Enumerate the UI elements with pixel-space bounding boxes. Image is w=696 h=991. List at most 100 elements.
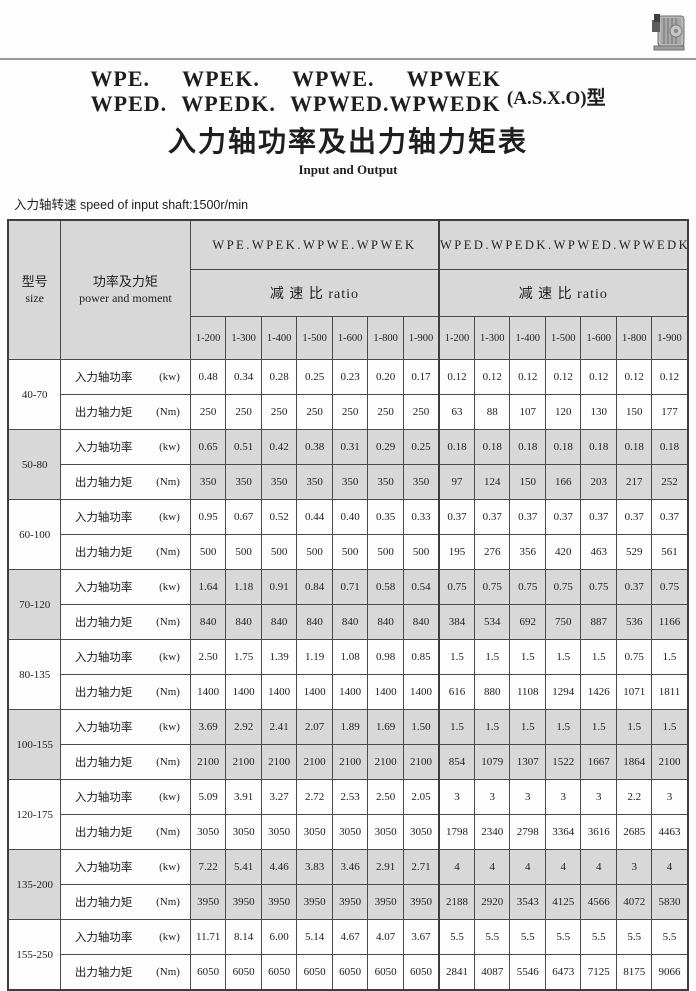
torque-value-cell: 561: [651, 534, 689, 570]
power-value-cell: 1.5: [473, 709, 511, 745]
group-header-double: WPED.WPEDK.WPWED.WPWEDK: [437, 219, 689, 270]
row-label-input-power-unit: (kw): [159, 931, 180, 943]
torque-value-cell: 3050: [225, 814, 262, 850]
torque-value-cell: 6050: [402, 954, 440, 991]
row-label-output-torque-unit: (Nm): [156, 756, 180, 768]
ratio-column-header: 1-900: [651, 316, 689, 360]
size-cell: 60-100: [7, 499, 61, 570]
row-label-output-torque-inner: 出力轴力矩 (Nm): [75, 894, 180, 910]
row-label-output-torque-text: 出力轴力矩: [74, 407, 133, 419]
torque-value-cell: 2920: [473, 884, 511, 920]
power-value-cell: 0.12: [651, 359, 689, 395]
power-value-cell: 0.48: [189, 359, 227, 395]
torque-value-cell: 2100: [225, 744, 262, 780]
row-label-output-torque-inner: 出力轴力矩 (Nm): [75, 404, 180, 420]
ratio-column-header: 1-200: [189, 316, 227, 360]
torque-value-cell: 3950: [331, 884, 369, 920]
torque-value-cell: 6050: [189, 954, 227, 991]
torque-value-cell: 5830: [651, 884, 689, 920]
torque-value-cell: 3364: [544, 814, 582, 850]
power-value-cell: 0.85: [402, 639, 440, 675]
power-value-cell: 0.98: [367, 639, 404, 675]
title-block: WPE. WPEK. WPWE. WPWEK WPED. WPEDK. WPWE…: [0, 66, 696, 116]
torque-value-cell: 250: [367, 394, 404, 430]
row-label-input-power: 入力轴功率 (kw): [59, 779, 191, 815]
torque-value-cell: 500: [260, 534, 298, 570]
power-value-cell: 5.14: [296, 919, 333, 955]
moment-header-en: power and moment: [79, 291, 172, 305]
power-value-cell: 1.5: [473, 639, 511, 675]
torque-value-cell: 4125: [544, 884, 582, 920]
torque-value-cell: 3950: [260, 884, 298, 920]
torque-value-cell: 840: [402, 604, 440, 640]
row-label-input-power: 入力轴功率 (kw): [59, 569, 191, 605]
torque-value-cell: 2100: [331, 744, 369, 780]
ratio-column-header: 1-600: [331, 316, 369, 360]
torque-value-cell: 1798: [437, 814, 475, 850]
power-value-cell: 0.52: [260, 499, 298, 535]
power-value-cell: 5.5: [509, 919, 546, 955]
torque-value-cell: 1400: [367, 674, 404, 710]
torque-value-cell: 2340: [473, 814, 511, 850]
row-label-output-torque-inner: 出力轴力矩 (Nm): [75, 614, 180, 630]
row-label-output-torque-unit: (Nm): [156, 406, 180, 418]
row-label-input-power-inner: 入力轴功率 (kw): [75, 859, 180, 875]
torque-value-cell: 2841: [437, 954, 475, 991]
torque-value-cell: 1667: [580, 744, 617, 780]
row-label-input-power-unit: (kw): [159, 371, 180, 383]
power-value-cell: 5.5: [473, 919, 511, 955]
row-label-input-power-unit: (kw): [159, 721, 180, 733]
power-value-cell: 5.5: [651, 919, 689, 955]
power-value-cell: 4: [509, 849, 546, 885]
torque-value-cell: 840: [225, 604, 262, 640]
input-shaft-speed-note: 入力轴转速 speed of input shaft:1500r/min: [14, 198, 249, 212]
ratio-column-header: 1-300: [473, 316, 511, 360]
power-value-cell: 5.09: [189, 779, 227, 815]
power-value-cell: 4: [473, 849, 511, 885]
power-value-cell: 0.37: [437, 499, 475, 535]
torque-value-cell: 356: [509, 534, 546, 570]
row-label-output-torque-inner: 出力轴力矩 (Nm): [75, 684, 180, 700]
torque-value-cell: 252: [651, 464, 689, 500]
table-row-power: 60-100 入力轴功率 (kw) 0.95 0.67 0.52 0.44 0.40 0.35 0…: [7, 499, 689, 570]
power-value-cell: 2.53: [331, 779, 369, 815]
torque-value-cell: 840: [367, 604, 404, 640]
row-label-output-torque-text: 出力轴力矩: [74, 967, 133, 979]
power-value-cell: 3: [509, 779, 546, 815]
power-value-cell: 0.28: [260, 359, 298, 395]
torque-value-cell: 177: [651, 394, 689, 430]
table-row-power: 40-70 入力轴功率 (kw) 0.48 0.34 0.28 0.25 0.23 0.20 0.…: [7, 359, 689, 430]
torque-value-cell: 534: [473, 604, 511, 640]
torque-value-cell: 6050: [331, 954, 369, 991]
torque-value-cell: 63: [437, 394, 475, 430]
torque-value-cell: 840: [331, 604, 369, 640]
torque-value-cell: 500: [331, 534, 369, 570]
torque-value-cell: 4566: [580, 884, 617, 920]
page-title-en: Input and Output: [298, 162, 398, 177]
torque-value-cell: 1071: [615, 674, 653, 710]
row-label-input-power: 入力轴功率 (kw): [59, 849, 191, 885]
row-label-input-power-inner: 入力轴功率 (kw): [75, 579, 180, 595]
torque-value-cell: 250: [260, 394, 298, 430]
torque-value-cell: 2100: [260, 744, 298, 780]
power-value-cell: 5.41: [225, 849, 262, 885]
torque-value-cell: 350: [296, 464, 333, 500]
torque-value-cell: 7125: [580, 954, 617, 991]
torque-value-cell: 1108: [509, 674, 546, 710]
torque-value-cell: 6050: [367, 954, 404, 991]
power-value-cell: 0.37: [615, 499, 653, 535]
torque-value-cell: 2100: [296, 744, 333, 780]
power-value-cell: 0.20: [367, 359, 404, 395]
torque-value-cell: 3950: [189, 884, 227, 920]
torque-value-cell: 1400: [296, 674, 333, 710]
torque-value-cell: 3950: [225, 884, 262, 920]
power-value-cell: 3: [473, 779, 511, 815]
torque-value-cell: 854: [437, 744, 475, 780]
torque-value-cell: 166: [544, 464, 582, 500]
torque-value-cell: 840: [260, 604, 298, 640]
power-value-cell: 0.54: [402, 569, 440, 605]
power-value-cell: 0.23: [331, 359, 369, 395]
torque-value-cell: 3050: [260, 814, 298, 850]
torque-value-cell: 500: [367, 534, 404, 570]
power-value-cell: 11.71: [189, 919, 227, 955]
